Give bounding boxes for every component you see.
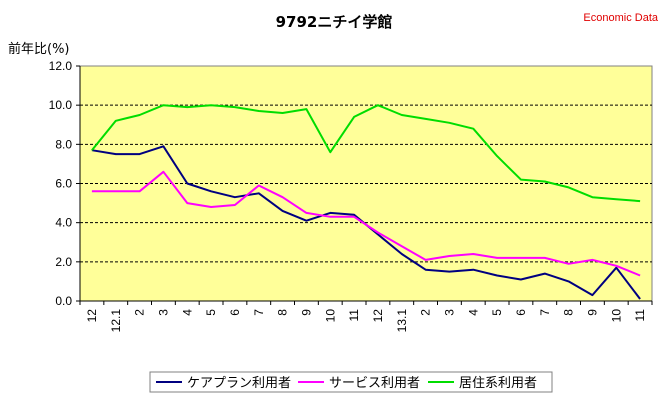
x-tick-label: 12 [371, 309, 385, 323]
x-tick-label: 7 [252, 309, 266, 316]
x-tick-label: 6 [514, 309, 528, 316]
y-axis-label: 前年比(%) [8, 42, 70, 57]
y-tick-label: 8.0 [55, 137, 72, 151]
x-tick-label: 3 [156, 309, 170, 316]
x-tick-label: 5 [204, 309, 218, 316]
x-tick-label: 10 [323, 309, 337, 323]
legend-box [149, 371, 553, 393]
x-tick-label: 8 [562, 309, 576, 316]
x-tick-label: 4 [180, 309, 194, 316]
legend-label: サービス利用者 [329, 375, 420, 390]
x-tick-label: 11 [633, 309, 647, 322]
x-tick-label: 3 [442, 309, 456, 316]
x-tick-label: 6 [228, 309, 242, 316]
x-tick-label: 12.1 [109, 309, 123, 333]
x-tick-label: 11 [347, 309, 361, 322]
y-tick-label: 0.0 [55, 294, 72, 308]
source-label: Economic Data [583, 12, 658, 24]
y-tick-label: 12.0 [49, 59, 73, 73]
x-tick-label: 13.1 [395, 309, 409, 333]
x-tick-label: 7 [538, 309, 552, 316]
x-tick-label: 4 [466, 309, 480, 316]
y-tick-label: 2.0 [55, 255, 72, 269]
x-tick-label: 2 [419, 309, 433, 316]
legend-label: ケアプラン利用者 [187, 375, 291, 390]
y-tick-label: 10.0 [49, 98, 73, 112]
series-line [91, 170, 641, 277]
x-tick-label: 10 [609, 309, 623, 323]
y-tick-label: 6.0 [55, 177, 72, 191]
chart-title: 9792ニチイ学館 [275, 13, 393, 31]
x-tick-label: 2 [133, 309, 147, 316]
legend-label: 居住系利用者 [459, 375, 537, 390]
x-tick-label: 12 [85, 309, 99, 323]
x-tick-label: 9 [585, 309, 599, 316]
x-tick-label: 9 [299, 309, 313, 316]
x-tick-label: 5 [490, 309, 504, 316]
y-tick-label: 4.0 [55, 216, 72, 230]
x-tick-label: 8 [276, 309, 290, 316]
series-line [91, 104, 641, 203]
